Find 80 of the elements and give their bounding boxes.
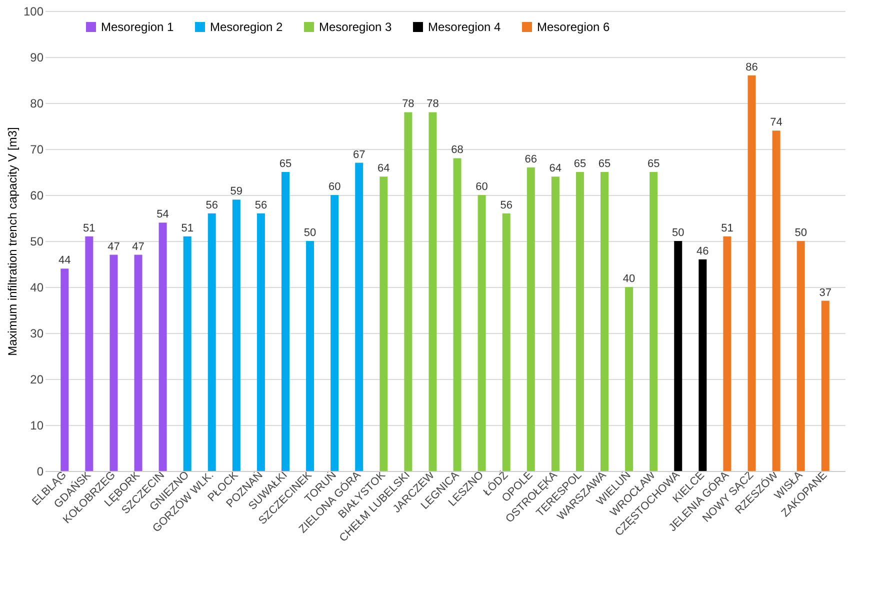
data-label: 65 [647,158,660,170]
bar [404,112,412,471]
bar [355,162,364,471]
bar [453,158,462,471]
data-label: 46 [696,245,709,258]
legend-label: Mesoregion 2 [210,20,284,34]
bar [306,241,314,471]
bar [256,213,265,471]
data-label: 65 [279,158,292,170]
data-label: 86 [746,61,758,74]
legend-label: Mesoregion 6 [537,20,610,34]
bar [821,300,830,471]
bar [85,236,94,471]
data-label: 78 [402,98,414,110]
data-label: 68 [451,144,464,156]
bar [650,172,658,471]
data-label: 56 [254,199,268,212]
data-label: 59 [230,186,243,198]
bar [772,130,780,471]
legend-label: Mesoregion 4 [428,20,502,34]
bar [551,176,560,471]
data-label: 66 [524,153,538,166]
data-label: 65 [574,158,586,170]
bar [380,176,388,471]
bar [674,241,682,471]
data-label: 40 [622,273,636,285]
data-label: 56 [206,199,218,212]
y-tick-label: 80 [30,96,44,110]
data-label: 60 [476,181,488,193]
y-tick-label: 30 [30,326,44,340]
bar [183,236,192,471]
data-label: 47 [108,240,120,253]
data-label: 64 [378,162,390,175]
legend-label: Mesoregion 3 [319,20,392,34]
bar [232,200,240,471]
bar [526,167,535,471]
data-label: 51 [83,222,96,234]
data-label: 44 [58,254,71,267]
bar [625,287,634,471]
y-tick-label: 50 [30,234,44,248]
data-label: 51 [721,222,734,234]
bar [208,213,216,471]
y-tick-label: 90 [30,50,44,64]
bar [330,195,339,471]
bar [60,268,69,471]
y-tick-label: 40 [30,280,44,294]
bar [281,172,290,471]
y-axis-title: Maximum infiltration trench capacity V [m3] [5,127,20,356]
bar [134,254,142,471]
data-label: 50 [304,227,316,239]
bar [158,222,167,471]
data-label: 65 [598,158,611,170]
data-label: 37 [819,286,832,299]
bar [576,172,584,471]
data-label: 54 [156,208,169,221]
y-tick-label: 10 [30,418,44,432]
y-tick-label: 60 [30,188,44,202]
data-label: 50 [672,227,684,239]
data-label: 51 [181,222,194,234]
bar [796,241,805,471]
data-label: 56 [500,199,512,212]
bar [110,254,118,471]
bar [478,195,486,471]
data-label: 64 [549,162,562,175]
data-label: 50 [794,227,807,239]
data-label: 78 [426,98,439,110]
data-label: 74 [770,116,782,129]
y-tick-label: 70 [30,142,44,156]
bar [748,75,756,471]
y-tick-label: 100 [23,4,44,18]
data-label: 67 [352,148,366,161]
bar [723,236,732,471]
bar [428,112,437,471]
y-tick-label: 20 [30,372,44,386]
bar [600,172,609,471]
bar [502,213,510,471]
bar [698,259,707,471]
data-label: 60 [328,181,341,193]
data-label: 47 [132,240,144,253]
legend-label: Mesoregion 1 [101,20,174,34]
